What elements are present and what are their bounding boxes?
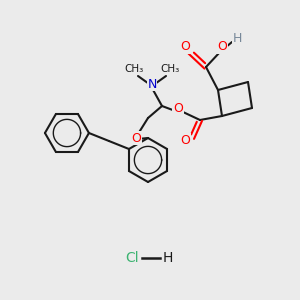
Text: O: O (173, 103, 183, 116)
Text: O: O (131, 131, 141, 145)
Text: O: O (217, 40, 227, 53)
Text: H: H (163, 251, 173, 265)
Text: O: O (180, 40, 190, 53)
Text: CH₃: CH₃ (124, 64, 144, 74)
Text: CH₃: CH₃ (160, 64, 180, 74)
Text: H: H (232, 32, 242, 46)
Text: Cl: Cl (125, 251, 139, 265)
Text: N: N (147, 77, 157, 91)
Text: O: O (180, 134, 190, 146)
